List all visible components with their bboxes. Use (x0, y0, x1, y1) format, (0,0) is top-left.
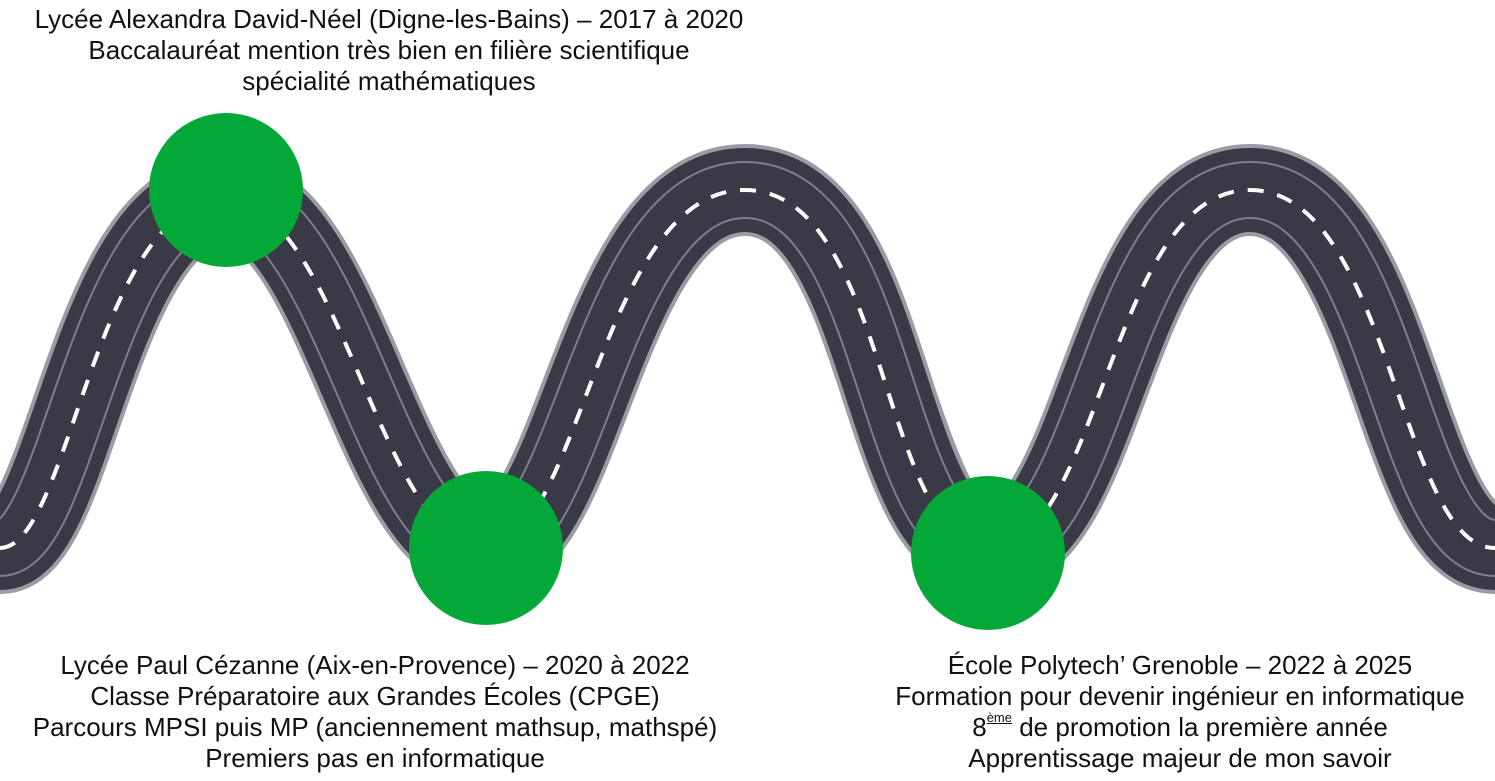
caption-heading: Lycée Paul Cézanne (Aix-en-Provence) – 2… (60, 650, 690, 680)
milestone-caption-lycee-paul-cezanne: Lycée Paul Cézanne (Aix-en-Provence) – 2… (0, 650, 750, 774)
milestone-marker-lycee-alexandra (149, 113, 303, 267)
caption-detail: Apprentissage majeur de mon savoir (968, 743, 1392, 773)
rank-suffix: ème (986, 710, 1012, 725)
caption-detail: Classe Préparatoire aux Grandes Écoles (… (90, 681, 660, 711)
milestone-marker-lycee-paul-cezanne (409, 471, 563, 625)
caption-detail: Premiers pas en informatique (205, 743, 545, 773)
milestone-caption-polytech-grenoble: École Polytech’ Grenoble – 2022 à 2025 F… (870, 650, 1490, 774)
caption-detail: Parcours MPSI puis MP (anciennement math… (32, 712, 718, 742)
caption-detail: Baccalauréat mention très bien en filièr… (88, 35, 690, 65)
rank-text: de promotion la première année (1019, 712, 1388, 742)
caption-detail: spécialité mathématiques (242, 66, 536, 96)
caption-heading: École Polytech’ Grenoble – 2022 à 2025 (947, 650, 1413, 680)
caption-detail: Formation pour devenir ingénieur en info… (895, 681, 1465, 711)
milestone-caption-lycee-alexandra: Lycée Alexandra David-Néel (Digne-les-Ba… (0, 4, 778, 97)
caption-heading: Lycée Alexandra David-Néel (Digne-les-Ba… (34, 4, 744, 34)
milestone-marker-polytech-grenoble (911, 476, 1065, 630)
rank-number: 8 (972, 712, 987, 742)
caption-rank-line: 8ème de promotion la première année (870, 710, 1490, 743)
